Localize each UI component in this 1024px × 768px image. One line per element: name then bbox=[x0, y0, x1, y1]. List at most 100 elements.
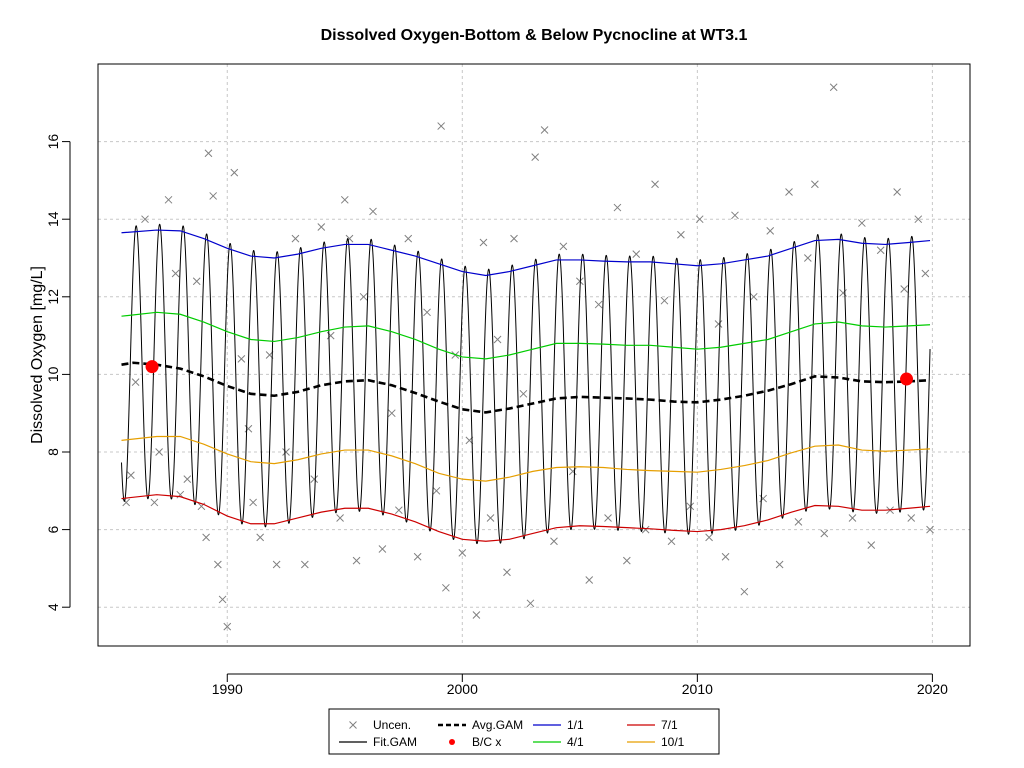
uncensored-point bbox=[359, 292, 368, 301]
uncensored-point bbox=[900, 285, 909, 293]
uncensored-point bbox=[785, 188, 793, 196]
uncensored-point bbox=[867, 541, 876, 549]
uncensored-point bbox=[493, 335, 502, 344]
legend: Uncen. Fit.GAM Avg.GAM B/C x 1/1 4/1 7/1 10/1 bbox=[328, 708, 720, 755]
uncensored-point bbox=[740, 587, 749, 596]
uncensored-point bbox=[705, 533, 713, 542]
x-tick-label: 2000 bbox=[447, 681, 478, 697]
uncensored-point bbox=[127, 471, 135, 480]
y-tick-label: 4 bbox=[45, 603, 61, 611]
uncensored-point bbox=[272, 560, 281, 569]
legend-label: Fit.GAM bbox=[373, 735, 417, 749]
legend-label: 10/1 bbox=[661, 735, 685, 749]
uncensored-point bbox=[585, 576, 594, 584]
uncensored-point bbox=[575, 277, 584, 286]
uncensored-point bbox=[907, 514, 916, 522]
bc-point bbox=[145, 360, 159, 374]
x-tick-label: 2020 bbox=[917, 681, 948, 697]
uncensored-point bbox=[695, 215, 704, 224]
uncensored-point bbox=[369, 207, 377, 216]
chart-title: Dissolved Oxygen-Bottom & Below Pycnocli… bbox=[321, 27, 748, 44]
uncensored-point bbox=[641, 525, 650, 534]
uncensored-point bbox=[721, 552, 730, 561]
legend-label: B/C x bbox=[472, 735, 501, 749]
uncensored-point bbox=[202, 533, 210, 542]
uncensored-point bbox=[604, 514, 612, 522]
uncensored-point bbox=[519, 389, 528, 398]
uncensored-point bbox=[749, 292, 758, 301]
uncensored-point bbox=[256, 533, 265, 542]
uncensored-point bbox=[183, 475, 192, 484]
legend-label: 1/1 bbox=[567, 718, 584, 732]
uncensored-point bbox=[423, 308, 431, 317]
legend-box bbox=[328, 708, 720, 755]
uncensored-point bbox=[820, 529, 829, 538]
y-tick-label: 8 bbox=[45, 448, 61, 456]
uncensored-point bbox=[282, 448, 290, 456]
uncensored-point bbox=[404, 234, 413, 243]
uncensored-point bbox=[249, 498, 257, 507]
uncensored-point bbox=[848, 514, 857, 522]
uncensored-point bbox=[223, 622, 232, 631]
uncensored-point bbox=[317, 223, 326, 231]
uncensored-point bbox=[218, 595, 227, 604]
uncensored-point bbox=[204, 149, 213, 158]
uncensored-point bbox=[686, 502, 695, 511]
uncensored-point bbox=[622, 556, 631, 565]
uncensored-point bbox=[526, 599, 535, 608]
x-tick-label: 1990 bbox=[212, 681, 243, 697]
legend-label: 7/1 bbox=[661, 718, 678, 732]
uncensored-point bbox=[594, 300, 603, 309]
uncensored-point bbox=[660, 296, 669, 305]
series-line-1-1 bbox=[121, 229, 931, 277]
uncensored-point bbox=[209, 192, 218, 200]
uncensored-point bbox=[150, 498, 159, 507]
uncensored-point bbox=[559, 242, 568, 251]
uncensored-point bbox=[472, 611, 481, 619]
uncensored-point bbox=[803, 254, 812, 262]
uncensored-point bbox=[310, 475, 319, 484]
legend-label: Avg.GAM bbox=[472, 718, 523, 732]
uncensored-point bbox=[921, 269, 930, 278]
uncensored-point bbox=[155, 448, 163, 456]
plot-frame bbox=[97, 63, 971, 647]
y-tick-label: 16 bbox=[45, 134, 61, 150]
uncensored-point bbox=[442, 583, 450, 592]
y-axis-label: Dissolved Oxygen [mg/L] bbox=[29, 266, 46, 444]
uncensored-point bbox=[651, 180, 659, 189]
uncensored-point bbox=[503, 568, 511, 577]
uncensored-point bbox=[876, 246, 885, 255]
avg-gam-line bbox=[121, 361, 931, 414]
uncensored-point bbox=[858, 219, 866, 227]
uncensored-point bbox=[131, 378, 140, 387]
uncensored-point bbox=[811, 180, 819, 189]
uncensored-point bbox=[486, 514, 495, 522]
y-tick-label: 12 bbox=[45, 289, 61, 305]
uncensored-point bbox=[893, 188, 901, 196]
series-line-7-1 bbox=[121, 494, 931, 542]
uncensored-point bbox=[766, 226, 775, 235]
uncensored-point bbox=[458, 549, 467, 557]
uncensored-point bbox=[540, 126, 549, 134]
uncensored-point bbox=[731, 211, 739, 220]
uncensored-point bbox=[300, 560, 309, 569]
y-tick-label: 6 bbox=[45, 525, 61, 533]
uncensored-point bbox=[829, 83, 838, 92]
uncensored-point bbox=[479, 238, 488, 247]
uncensored-point bbox=[677, 230, 685, 239]
legend-key-dot bbox=[449, 739, 455, 745]
series-line-4-1 bbox=[121, 311, 931, 360]
y-tick-label: 14 bbox=[45, 211, 61, 227]
legend-label: 4/1 bbox=[567, 735, 584, 749]
x-tick-label: 2010 bbox=[682, 681, 713, 697]
uncensored-point bbox=[437, 122, 446, 130]
uncensored-point bbox=[775, 560, 784, 569]
series-layer bbox=[121, 83, 934, 631]
uncensored-point bbox=[336, 514, 344, 522]
uncensored-point bbox=[340, 195, 349, 204]
uncensored-point bbox=[926, 525, 934, 534]
y-tick-label: 10 bbox=[45, 366, 61, 382]
uncensored-point bbox=[192, 277, 201, 286]
